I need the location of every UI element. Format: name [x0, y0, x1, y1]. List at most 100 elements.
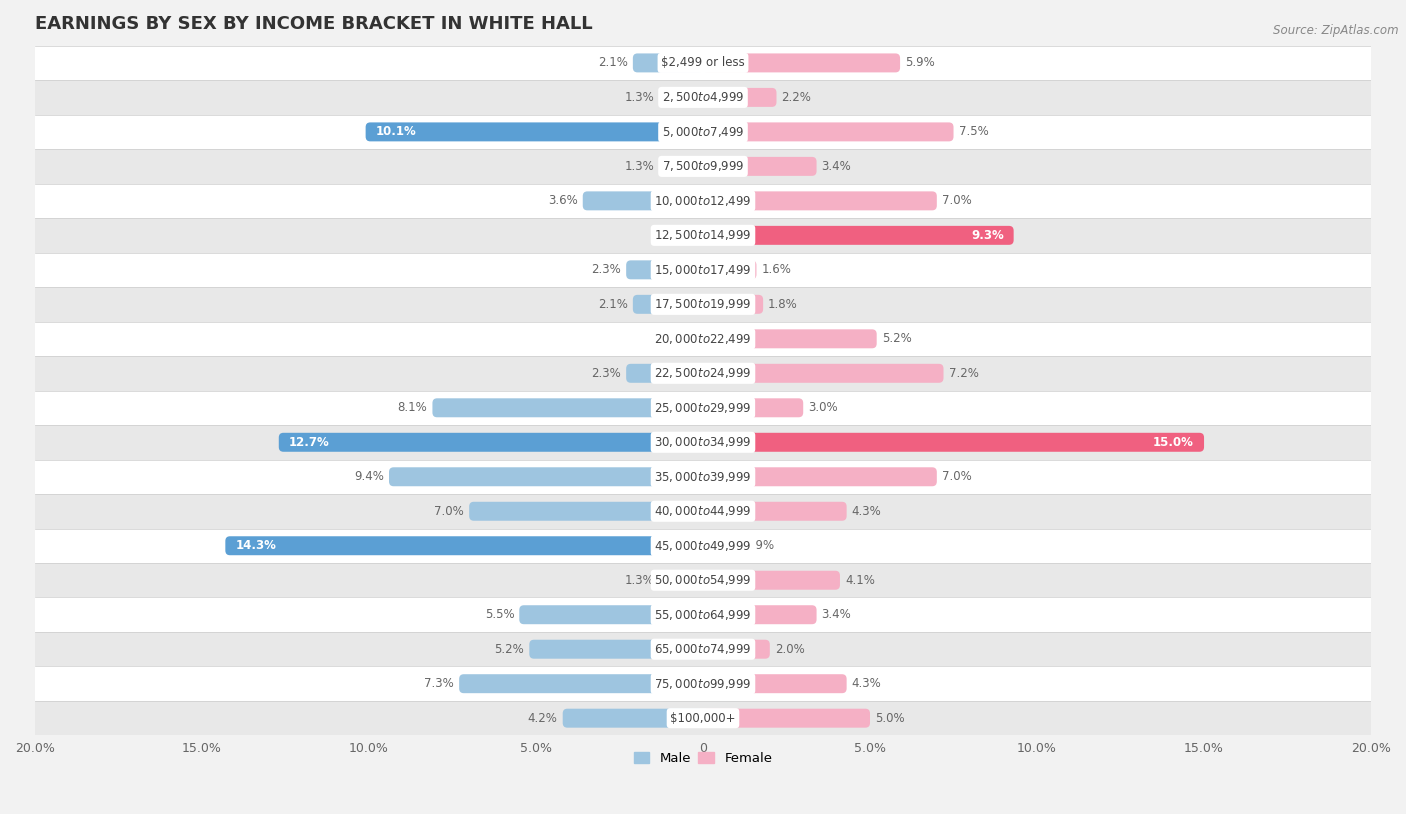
- FancyBboxPatch shape: [529, 640, 703, 659]
- FancyBboxPatch shape: [225, 536, 703, 555]
- Legend: Male, Female: Male, Female: [628, 746, 778, 770]
- Text: $30,000 to $34,999: $30,000 to $34,999: [654, 435, 752, 449]
- Text: 0.89%: 0.89%: [738, 539, 775, 552]
- Text: 7.3%: 7.3%: [425, 677, 454, 690]
- Text: 7.5%: 7.5%: [959, 125, 988, 138]
- FancyBboxPatch shape: [703, 536, 733, 555]
- Text: EARNINGS BY SEX BY INCOME BRACKET IN WHITE HALL: EARNINGS BY SEX BY INCOME BRACKET IN WHI…: [35, 15, 592, 33]
- Text: 5.5%: 5.5%: [485, 608, 515, 621]
- Text: 7.2%: 7.2%: [949, 367, 979, 380]
- FancyBboxPatch shape: [35, 425, 1371, 460]
- FancyBboxPatch shape: [703, 191, 936, 210]
- FancyBboxPatch shape: [35, 149, 1371, 184]
- Text: $22,500 to $24,999: $22,500 to $24,999: [654, 366, 752, 380]
- Text: 4.1%: 4.1%: [845, 574, 875, 587]
- Text: $45,000 to $49,999: $45,000 to $49,999: [654, 539, 752, 553]
- FancyBboxPatch shape: [35, 184, 1371, 218]
- FancyBboxPatch shape: [460, 674, 703, 694]
- FancyBboxPatch shape: [659, 88, 703, 107]
- FancyBboxPatch shape: [35, 80, 1371, 115]
- Text: $50,000 to $54,999: $50,000 to $54,999: [654, 573, 752, 587]
- Text: 2.1%: 2.1%: [598, 298, 628, 311]
- FancyBboxPatch shape: [703, 433, 1204, 452]
- Text: 2.1%: 2.1%: [598, 56, 628, 69]
- Text: 7.0%: 7.0%: [434, 505, 464, 518]
- FancyBboxPatch shape: [703, 501, 846, 521]
- FancyBboxPatch shape: [703, 295, 763, 314]
- FancyBboxPatch shape: [633, 54, 703, 72]
- FancyBboxPatch shape: [703, 157, 817, 176]
- Text: 1.3%: 1.3%: [624, 160, 655, 173]
- Text: $65,000 to $74,999: $65,000 to $74,999: [654, 642, 752, 656]
- Text: 5.2%: 5.2%: [495, 643, 524, 656]
- FancyBboxPatch shape: [703, 330, 877, 348]
- Text: $7,500 to $9,999: $7,500 to $9,999: [662, 160, 744, 173]
- FancyBboxPatch shape: [562, 709, 703, 728]
- Text: $17,500 to $19,999: $17,500 to $19,999: [654, 297, 752, 311]
- Text: 12.7%: 12.7%: [288, 435, 329, 449]
- FancyBboxPatch shape: [470, 501, 703, 521]
- Text: 0.0%: 0.0%: [668, 332, 697, 345]
- FancyBboxPatch shape: [703, 674, 846, 694]
- Text: 1.8%: 1.8%: [768, 298, 797, 311]
- FancyBboxPatch shape: [703, 122, 953, 142]
- Text: $35,000 to $39,999: $35,000 to $39,999: [654, 470, 752, 484]
- FancyBboxPatch shape: [659, 157, 703, 176]
- FancyBboxPatch shape: [703, 709, 870, 728]
- FancyBboxPatch shape: [35, 632, 1371, 667]
- Text: $15,000 to $17,499: $15,000 to $17,499: [654, 263, 752, 277]
- Text: 0.0%: 0.0%: [668, 229, 697, 242]
- FancyBboxPatch shape: [35, 701, 1371, 735]
- FancyBboxPatch shape: [35, 218, 1371, 252]
- Text: $10,000 to $12,499: $10,000 to $12,499: [654, 194, 752, 208]
- FancyBboxPatch shape: [703, 88, 776, 107]
- Text: 15.0%: 15.0%: [1153, 435, 1194, 449]
- Text: 7.0%: 7.0%: [942, 195, 972, 208]
- FancyBboxPatch shape: [35, 391, 1371, 425]
- Text: 4.2%: 4.2%: [527, 711, 558, 724]
- Text: 2.3%: 2.3%: [592, 264, 621, 276]
- Text: 4.3%: 4.3%: [852, 505, 882, 518]
- FancyBboxPatch shape: [35, 528, 1371, 563]
- FancyBboxPatch shape: [703, 571, 839, 589]
- FancyBboxPatch shape: [366, 122, 703, 142]
- FancyBboxPatch shape: [35, 356, 1371, 391]
- Text: 3.4%: 3.4%: [821, 608, 851, 621]
- Text: 9.4%: 9.4%: [354, 470, 384, 484]
- Text: $25,000 to $29,999: $25,000 to $29,999: [654, 400, 752, 415]
- Text: 4.3%: 4.3%: [852, 677, 882, 690]
- Text: 2.3%: 2.3%: [592, 367, 621, 380]
- FancyBboxPatch shape: [35, 460, 1371, 494]
- FancyBboxPatch shape: [35, 287, 1371, 322]
- FancyBboxPatch shape: [35, 322, 1371, 356]
- Text: $5,000 to $7,499: $5,000 to $7,499: [662, 125, 744, 139]
- Text: 10.1%: 10.1%: [375, 125, 416, 138]
- FancyBboxPatch shape: [389, 467, 703, 486]
- Text: 2.0%: 2.0%: [775, 643, 804, 656]
- Text: 5.2%: 5.2%: [882, 332, 911, 345]
- FancyBboxPatch shape: [582, 191, 703, 210]
- FancyBboxPatch shape: [35, 252, 1371, 287]
- FancyBboxPatch shape: [703, 54, 900, 72]
- Text: $20,000 to $22,499: $20,000 to $22,499: [654, 332, 752, 346]
- Text: $55,000 to $64,999: $55,000 to $64,999: [654, 608, 752, 622]
- FancyBboxPatch shape: [703, 225, 1014, 245]
- FancyBboxPatch shape: [35, 46, 1371, 80]
- Text: 5.0%: 5.0%: [875, 711, 904, 724]
- Text: $100,000+: $100,000+: [671, 711, 735, 724]
- FancyBboxPatch shape: [633, 295, 703, 314]
- Text: Source: ZipAtlas.com: Source: ZipAtlas.com: [1274, 24, 1399, 37]
- Text: 1.3%: 1.3%: [624, 91, 655, 104]
- FancyBboxPatch shape: [703, 467, 936, 486]
- Text: $40,000 to $44,999: $40,000 to $44,999: [654, 504, 752, 519]
- Text: $75,000 to $99,999: $75,000 to $99,999: [654, 676, 752, 691]
- Text: 2.2%: 2.2%: [782, 91, 811, 104]
- FancyBboxPatch shape: [35, 494, 1371, 528]
- Text: 7.0%: 7.0%: [942, 470, 972, 484]
- Text: 3.6%: 3.6%: [548, 195, 578, 208]
- Text: $12,500 to $14,999: $12,500 to $14,999: [654, 229, 752, 243]
- FancyBboxPatch shape: [626, 260, 703, 279]
- Text: 1.3%: 1.3%: [624, 574, 655, 587]
- Text: $2,500 to $4,999: $2,500 to $4,999: [662, 90, 744, 104]
- Text: $2,499 or less: $2,499 or less: [661, 56, 745, 69]
